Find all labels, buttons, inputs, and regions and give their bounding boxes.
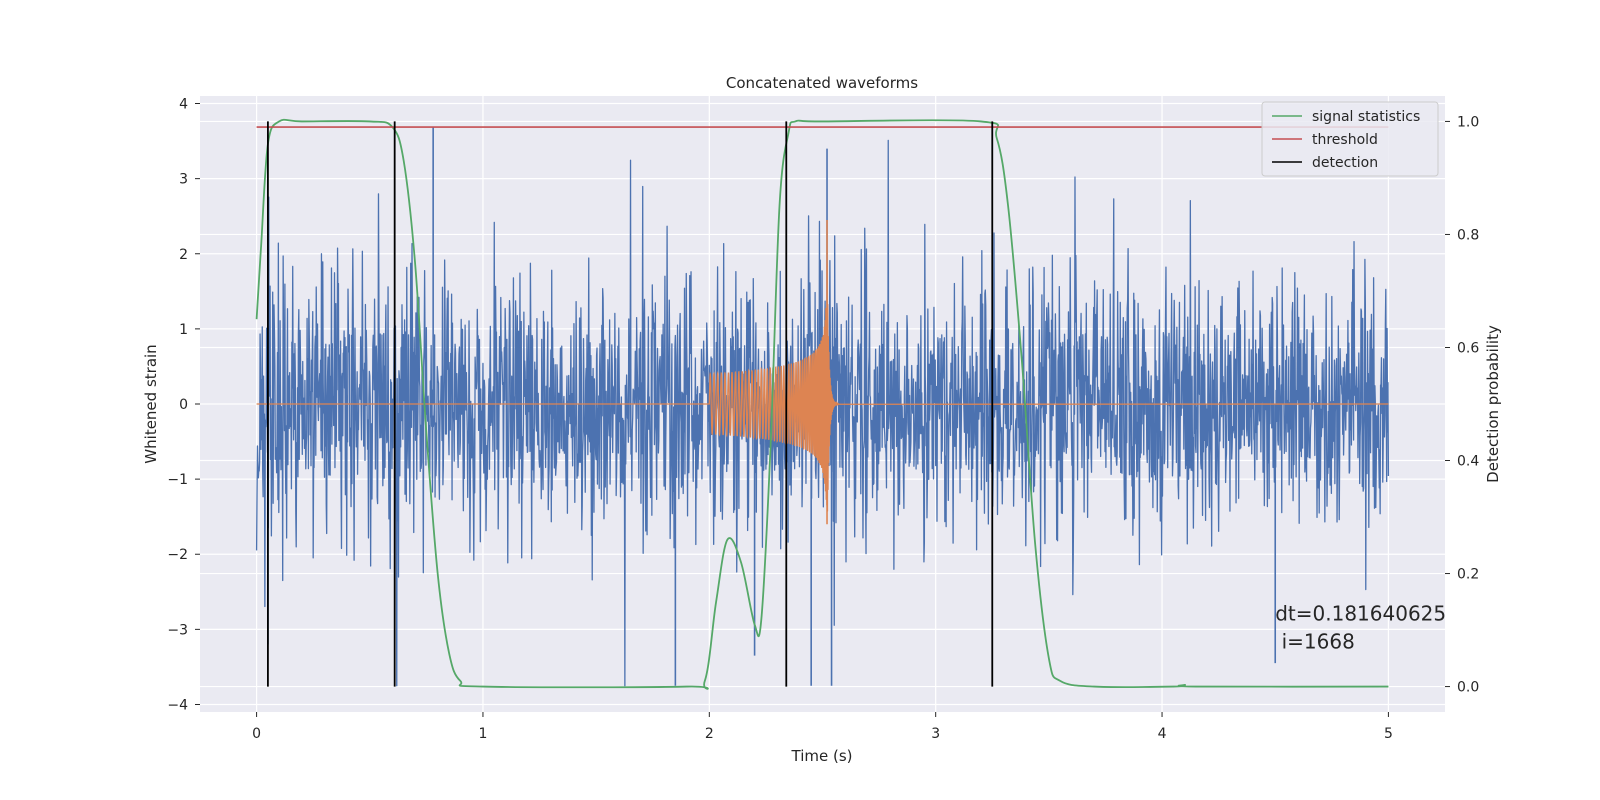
legend-label-detection: detection [1312,155,1378,171]
data-layer [255,118,1390,690]
y-tick-label: 2 [179,247,188,263]
y2-tick-label: 1.0 [1457,114,1479,130]
chart-title: Concatenated waveforms [726,74,918,92]
y2-axis-label: Detection probability [1484,325,1502,483]
series-injected-waveform [256,263,1389,512]
y-tick-label: 3 [179,172,188,188]
annotation-index: i=1668 [1275,629,1355,653]
series-signal-statistics [255,118,1389,690]
x-tick-label: 2 [705,726,714,742]
y-tick-label: 4 [179,97,188,113]
y-tick-label: −4 [167,697,188,713]
y-axis-label: Whitened strain [142,344,160,463]
y2-tick-label: 0.4 [1457,454,1479,470]
y-tick-label: 0 [179,397,188,413]
x-tick-label: 1 [478,726,487,742]
y2-tick-label: 0.6 [1457,340,1479,356]
y2-tick-label: 0.2 [1457,567,1479,583]
x-tick-label: 3 [931,726,940,742]
legend-label-threshold: threshold [1312,132,1378,148]
x-tick-label: 5 [1384,726,1393,742]
x-tick-label: 4 [1158,726,1167,742]
legend-box [1261,101,1439,177]
y-tick-label: −2 [167,547,188,563]
legend: signal statistics threshold detection [1261,101,1439,177]
x-tick-label: 0 [252,726,261,742]
y-tick-label: −3 [167,622,188,638]
x-axis-label: Time (s) [791,747,853,765]
tick-layer: 0 1 2 3 4 5 −4 −3 −2 −1 0 1 2 3 4 0.0 0.2 0.4 0.6 0.8 1.0 [167,97,1479,742]
y2-tick-label: 0.8 [1457,227,1479,243]
annotation-dt: dt=0.181640625 [1275,601,1446,625]
y2-tick-label: 0.0 [1457,680,1479,696]
y-tick-label: 1 [179,322,188,338]
legend-label-signal-statistics: signal statistics [1312,109,1420,125]
y-tick-label: −1 [167,472,188,488]
